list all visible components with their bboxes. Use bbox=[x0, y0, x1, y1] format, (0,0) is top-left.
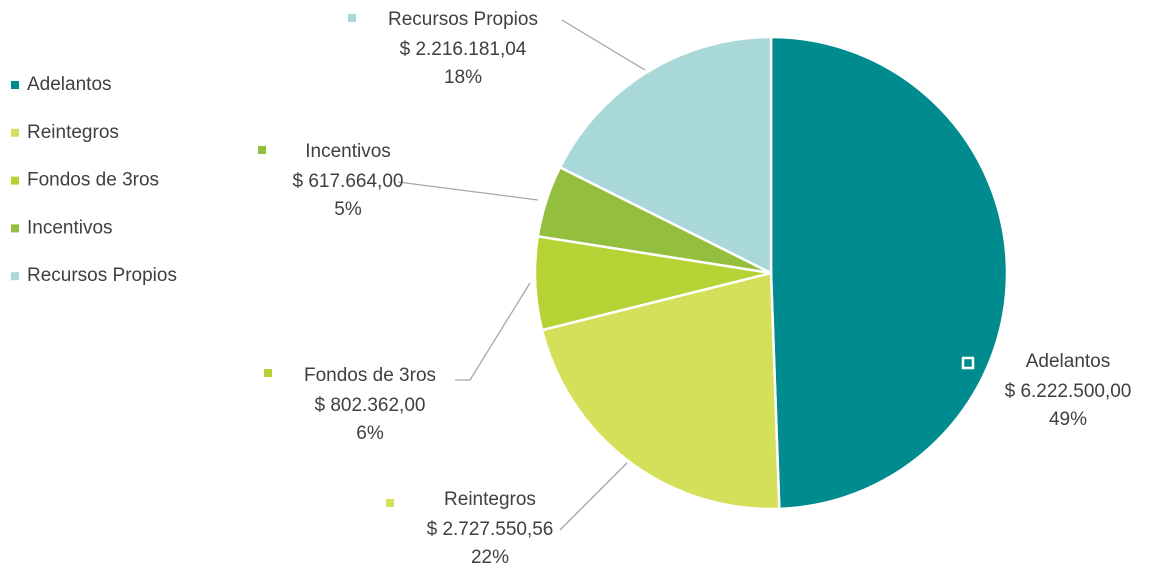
label-marker bbox=[258, 146, 266, 154]
pie-slice bbox=[769, 35, 1009, 511]
legend-swatch bbox=[11, 81, 19, 89]
label-marker bbox=[961, 356, 975, 370]
leader-line bbox=[561, 19, 646, 71]
data-label-name: Recursos Propios bbox=[388, 9, 538, 30]
data-label-value: $ 2.727.550,56 bbox=[427, 519, 554, 540]
leader-line bbox=[559, 462, 628, 531]
data-label-value: $ 802.362,00 bbox=[315, 395, 426, 416]
legend-swatch bbox=[11, 224, 19, 233]
legend-label: Adelantos bbox=[27, 74, 112, 95]
pie-slice bbox=[540, 271, 781, 511]
data-label-name: Incentivos bbox=[305, 141, 391, 162]
data-label-percent: 22% bbox=[471, 547, 509, 568]
legend-swatch bbox=[11, 176, 19, 185]
data-label-name: Adelantos bbox=[1026, 351, 1111, 372]
label-marker bbox=[264, 369, 272, 377]
pie-slice bbox=[558, 35, 773, 276]
leader-line bbox=[397, 181, 539, 201]
data-label-percent: 18% bbox=[444, 67, 482, 88]
legend-label: Fondos de 3ros bbox=[27, 170, 159, 191]
data-label-name: Reintegros bbox=[444, 489, 536, 510]
legend-label: Incentivos bbox=[27, 217, 113, 238]
data-label-percent: 49% bbox=[1049, 409, 1087, 430]
leader-line bbox=[455, 282, 531, 381]
legend-label: Reintegros bbox=[27, 122, 119, 143]
legend-swatch bbox=[11, 128, 19, 137]
label-marker bbox=[386, 499, 394, 507]
legend-swatch bbox=[11, 272, 19, 281]
data-label-value: $ 617.664,00 bbox=[293, 171, 404, 192]
label-marker bbox=[348, 14, 356, 22]
data-label-value: $ 6.222.500,00 bbox=[1005, 381, 1132, 402]
data-label-percent: 5% bbox=[334, 199, 362, 220]
data-label-name: Fondos de 3ros bbox=[304, 365, 436, 386]
data-label-percent: 6% bbox=[356, 423, 384, 444]
legend-label: Recursos Propios bbox=[27, 265, 177, 286]
data-label-value: $ 2.216.181,04 bbox=[400, 39, 527, 60]
